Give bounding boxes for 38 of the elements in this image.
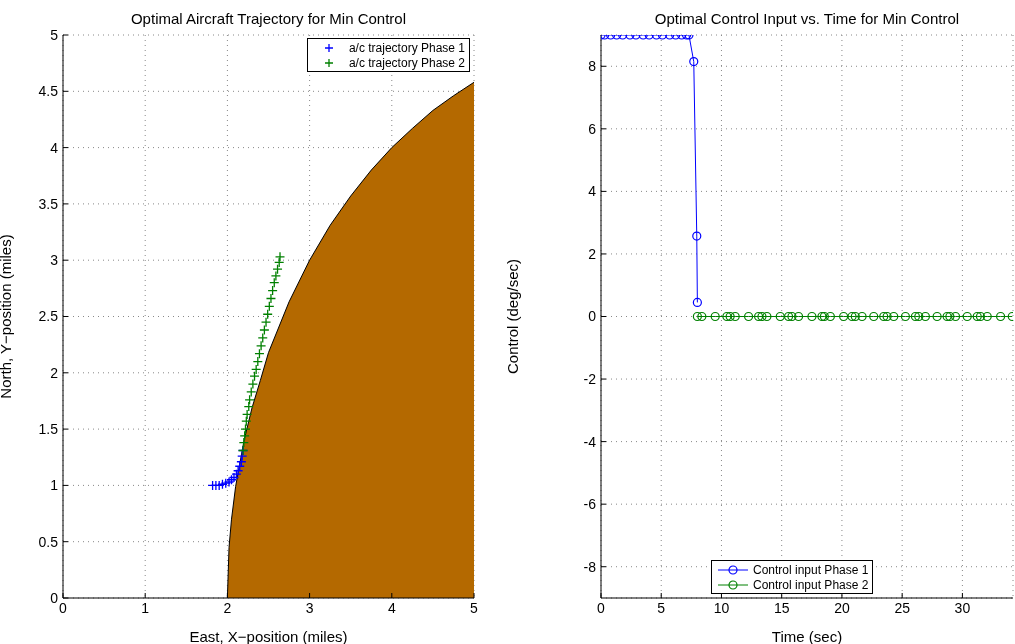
x-tick-label: 25 (894, 599, 911, 616)
x-tick-label: 5 (470, 599, 479, 616)
x-tick-label: 30 (954, 599, 971, 616)
y-tick-label: -2 (583, 371, 597, 388)
x-tick-label: 5 (657, 599, 666, 616)
y-axis-title: North, Y−position (miles) (0, 234, 15, 399)
legend-label: a/c trajectory Phase 2 (348, 55, 465, 70)
x-tick-label: 4 (387, 599, 396, 616)
x-tick-label: 3 (305, 599, 314, 616)
y-tick-label: 6 (588, 120, 597, 137)
x-tick-label: 1 (141, 599, 150, 616)
y-tick-label: 2 (588, 245, 597, 262)
chart-title: Optimal Control Input vs. Time for Min Control (653, 10, 961, 27)
y-axis-title: Control (deg/sec) (504, 258, 522, 375)
y-tick-label: 4 (50, 139, 59, 156)
y-tick-label: 4.5 (38, 83, 59, 100)
x-tick-label: 10 (713, 599, 730, 616)
y-tick-label: 3.5 (38, 195, 59, 212)
y-tick-label: -8 (583, 558, 597, 575)
y-tick-label: 5 (50, 26, 59, 43)
y-tick-label: -6 (583, 496, 597, 513)
y-tick-label: -4 (583, 433, 597, 450)
y-tick-label: 0 (588, 308, 597, 325)
legend-label: Control input Phase 1 (753, 562, 869, 577)
x-tick-label: 15 (773, 599, 790, 616)
y-tick-label: 1 (50, 477, 59, 494)
chart-title: Optimal Aircraft Trajectory for Min Control (129, 10, 408, 27)
y-tick-label: 3 (50, 252, 59, 269)
y-tick-label: 4 (588, 183, 597, 200)
legend-label: Control input Phase 2 (753, 577, 869, 592)
x-tick-label: 2 (223, 599, 232, 616)
y-tick-label: 2 (50, 364, 59, 381)
x-tick-label: 20 (834, 599, 850, 616)
y-tick-label: 2.5 (38, 308, 59, 325)
y-tick-label: 0.5 (38, 533, 59, 550)
y-tick-label: 8 (588, 58, 597, 75)
y-tick-label: 1.5 (38, 421, 59, 438)
legend-label: a/c trajectory Phase 1 (348, 40, 465, 55)
